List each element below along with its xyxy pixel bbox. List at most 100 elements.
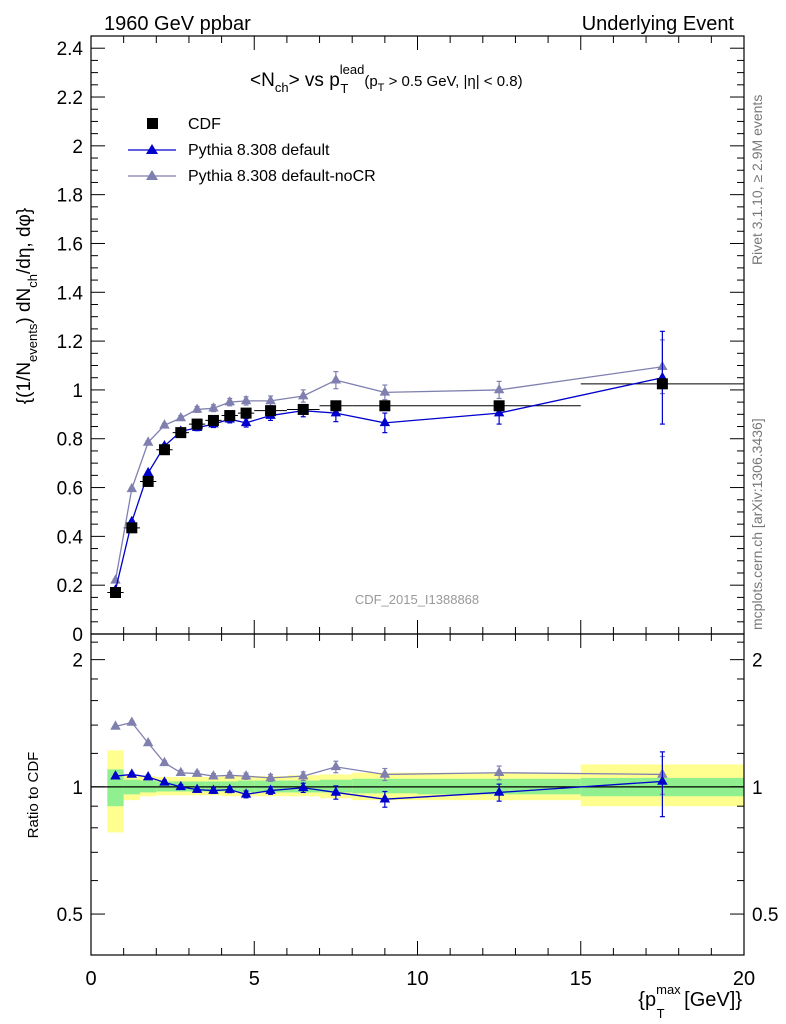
cdf-point bbox=[191, 418, 203, 430]
cdf-point bbox=[656, 378, 668, 390]
analysis-watermark: CDF_2015_I1388868 bbox=[355, 592, 479, 607]
nocr-point bbox=[240, 394, 252, 405]
legend-label-nocr: Pythia 8.308 default-noCR bbox=[188, 168, 376, 185]
ratio-nocr-point bbox=[175, 766, 187, 777]
nocr-point bbox=[159, 419, 170, 429]
ratio-nocr-point bbox=[240, 770, 252, 780]
nocr-line bbox=[114, 366, 663, 581]
cdf-point bbox=[142, 475, 154, 487]
main-panel-marks bbox=[107, 330, 744, 599]
cdf-point bbox=[175, 427, 187, 439]
ratio-nocr-point bbox=[330, 760, 342, 771]
y-tick-label: 1.6 bbox=[57, 234, 83, 255]
legend-marker-default bbox=[146, 144, 158, 154]
cdf-point bbox=[126, 522, 138, 534]
ratio-y-tick-label: 2 bbox=[72, 651, 83, 672]
cdf-point bbox=[330, 400, 342, 412]
nocr-point bbox=[191, 403, 203, 413]
cdf-point bbox=[158, 444, 170, 456]
default-point bbox=[330, 407, 342, 417]
ratio-panel-axes: 0 5 10 15 20 0.5 0.5 1 1 2 2 bbox=[57, 633, 778, 990]
ratio-nocr-point bbox=[379, 768, 391, 778]
legend-marker-nocr bbox=[146, 170, 158, 180]
ratio-panel-marks bbox=[110, 716, 668, 818]
x-axis-label: {pmax T [GeV]} bbox=[638, 982, 742, 1021]
default-point bbox=[142, 466, 154, 477]
ratio-default-point bbox=[126, 768, 138, 778]
y-tick-label: 1.2 bbox=[57, 332, 83, 353]
cdf-point bbox=[379, 400, 391, 412]
ratio-nocr-point bbox=[265, 771, 276, 782]
main-panel-axes: 0 0.2 0.4 0.6 0.8 1 1.2 1.4 1.6 1.8 2 2.2 2.4 bbox=[57, 35, 745, 648]
ratio-default-point bbox=[493, 786, 505, 796]
nocr-point bbox=[493, 383, 505, 394]
header-left: 1960 GeV ppbar bbox=[104, 13, 251, 35]
y-tick-label: 2.2 bbox=[57, 88, 83, 109]
ratio-y-tick-label: 1 bbox=[72, 778, 83, 799]
ratio-default-point bbox=[379, 793, 391, 803]
ratio-default-point bbox=[265, 784, 276, 794]
chart-title: <Nch> vs plead T (pT > 0.5 GeV, |η| < 0.8) bbox=[250, 62, 523, 96]
y-tick-label: 0 bbox=[72, 625, 83, 646]
nocr-point bbox=[126, 482, 138, 493]
ratio-nocr-point bbox=[208, 770, 219, 780]
cdf-point bbox=[240, 407, 252, 419]
y-axis-label: {(1/Nevents) dNch/dη, dφ} bbox=[14, 208, 40, 404]
ratio-default-point bbox=[208, 784, 219, 794]
nocr-point bbox=[224, 396, 235, 406]
legend: CDF Pythia 8.308 default Pythia 8.308 de… bbox=[128, 116, 376, 185]
ratio-y-tick-label-right: 1 bbox=[752, 778, 763, 799]
x-tick-label: 15 bbox=[570, 968, 592, 990]
nocr-point bbox=[379, 386, 391, 396]
ratio-default-point bbox=[298, 781, 309, 792]
y-tick-label: 2 bbox=[72, 137, 83, 158]
legend-label-cdf: CDF bbox=[188, 116, 221, 133]
y-tick-label: 0.6 bbox=[57, 479, 83, 500]
nocr-point bbox=[142, 436, 154, 446]
ratio-panel bbox=[91, 750, 744, 833]
nocr-point bbox=[298, 390, 309, 400]
default-point bbox=[240, 416, 252, 427]
x-tick-label: 20 bbox=[733, 968, 755, 990]
ratio-default-point bbox=[142, 771, 154, 781]
ratio-nocr-point bbox=[224, 769, 235, 779]
cdf-point bbox=[493, 400, 505, 412]
x-tick-label: 5 bbox=[249, 968, 260, 990]
y-tick-label: 0.2 bbox=[57, 576, 83, 597]
default-point bbox=[493, 407, 505, 417]
y-tick-label: 1 bbox=[72, 381, 83, 402]
x-tick-label: 10 bbox=[406, 968, 428, 990]
y-tick-label: 1.4 bbox=[57, 283, 84, 304]
ratio-default-point bbox=[240, 788, 252, 798]
ratio-nocr-point bbox=[159, 756, 170, 767]
y-tick-label: 1.8 bbox=[57, 186, 83, 207]
y-tick-label: 0.4 bbox=[57, 527, 84, 548]
ratio-default-point bbox=[657, 775, 668, 785]
nocr-point bbox=[208, 402, 219, 412]
y-tick-label: 2.4 bbox=[57, 39, 84, 60]
ratio-nocr-point bbox=[191, 767, 203, 777]
ratio-y-axis-label: Ratio to CDF bbox=[25, 752, 42, 839]
ratio-nocr-point bbox=[493, 766, 505, 777]
x-tick-label: 0 bbox=[85, 968, 96, 990]
ratio-nocr-point bbox=[298, 770, 309, 780]
cdf-point bbox=[224, 410, 236, 422]
cdf-point bbox=[207, 414, 219, 426]
legend-label-default: Pythia 8.308 default bbox=[188, 142, 330, 159]
ratio-default-point bbox=[175, 780, 187, 791]
mcplots-label: mcplots.cern.ch [arXiv:1306.3436] bbox=[749, 418, 765, 630]
ratio-nocr-point bbox=[126, 716, 138, 726]
default-point bbox=[379, 416, 391, 427]
cdf-point bbox=[265, 405, 277, 417]
nocr-point bbox=[175, 411, 187, 422]
ratio-default-point bbox=[159, 776, 170, 786]
ratio-nocr-point bbox=[110, 720, 121, 730]
ratio-y-tick-label-right: 2 bbox=[752, 651, 763, 672]
ratio-y-tick-label: 0.5 bbox=[57, 905, 83, 926]
ratio-default-point bbox=[191, 783, 203, 793]
cdf-point bbox=[109, 587, 121, 599]
cdf-point bbox=[297, 403, 309, 415]
ratio-default-point bbox=[330, 786, 342, 796]
nocr-point bbox=[265, 394, 276, 405]
